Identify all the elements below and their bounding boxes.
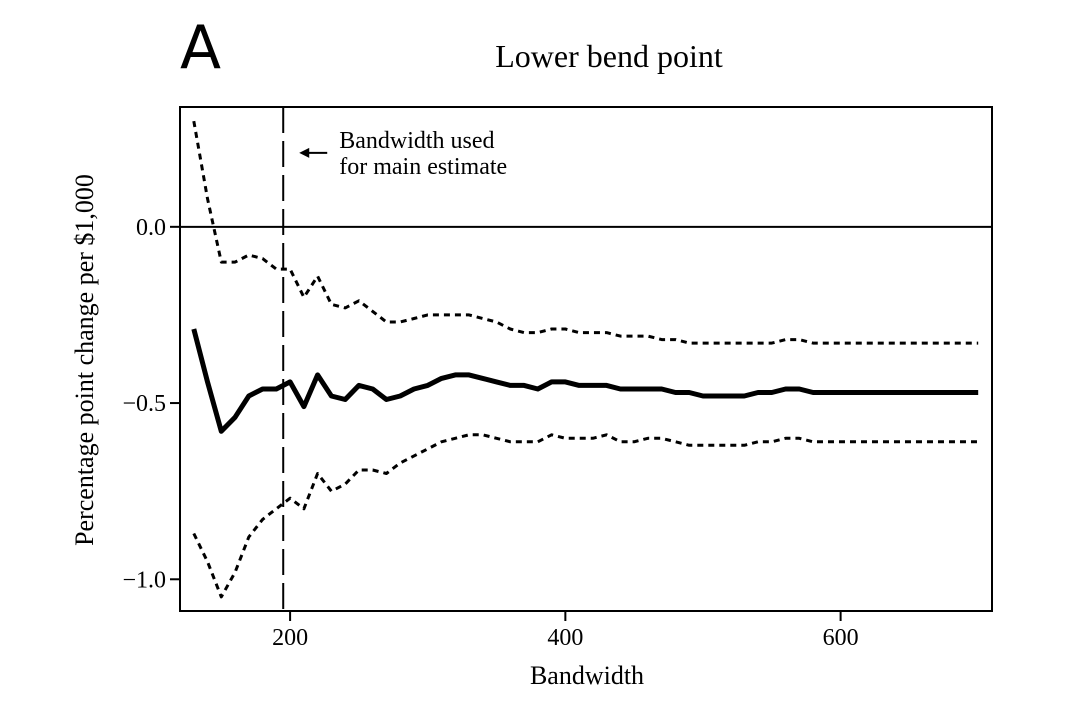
panel-letter: A <box>180 13 221 83</box>
series-line-estimate <box>191 328 979 434</box>
chart-title: Lower bend point <box>495 38 723 74</box>
y-tick-label: −1.0 <box>122 567 166 593</box>
x-axis-label: Bandwidth <box>530 661 644 690</box>
y-axis-label: Percentage point change per $1,000 <box>70 174 99 546</box>
annotation-text-line-2: for main estimate <box>339 154 507 180</box>
series-line-lower-ci <box>192 433 979 599</box>
plot-frame <box>179 106 993 612</box>
annotation: Bandwidth used for main estimate <box>299 128 507 180</box>
y-tick-label: −0.5 <box>122 391 166 417</box>
series-group <box>191 120 979 599</box>
y-tick-label: 0.0 <box>136 215 166 241</box>
x-tick-label: 400 <box>547 625 583 651</box>
annotation-arrowhead <box>299 147 310 158</box>
y-axis-ticks: 0.0 −0.5 −1.0 <box>122 215 180 593</box>
x-tick-label: 600 <box>823 625 859 651</box>
annotation-text-line-1: Bandwidth used <box>339 128 494 154</box>
series-line-upper-ci <box>192 120 979 345</box>
x-tick-label: 200 <box>272 625 308 651</box>
x-axis-ticks: 200 400 600 <box>272 611 859 651</box>
